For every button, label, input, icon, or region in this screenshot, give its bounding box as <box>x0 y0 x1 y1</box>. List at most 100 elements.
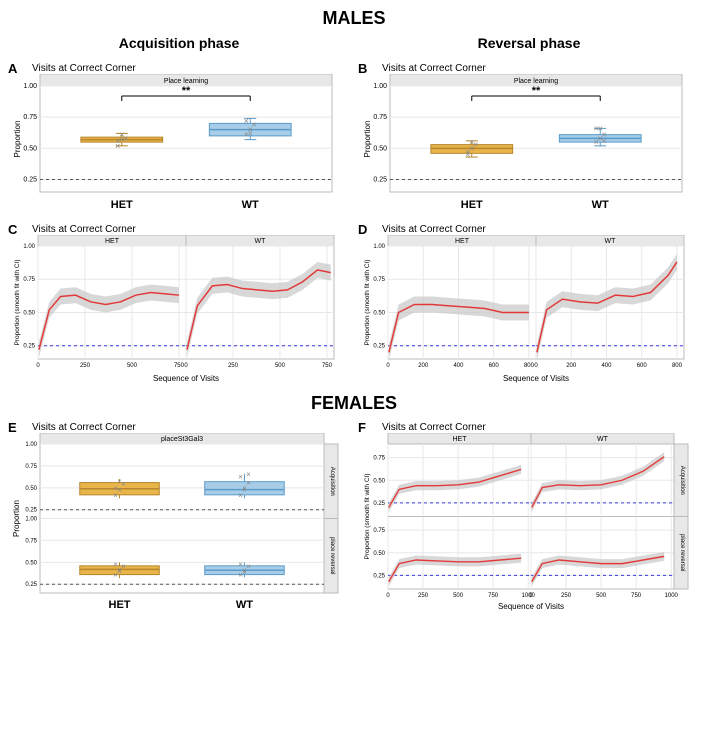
panel-F-chart: HETWT0.250.500.750.250.500.7502505007501… <box>360 433 698 613</box>
svg-text:Proportion (smooth fit with CI: Proportion (smooth fit with CI) <box>364 260 371 346</box>
svg-text:1.00: 1.00 <box>25 442 37 448</box>
svg-text:0.75: 0.75 <box>373 277 385 283</box>
label-C: C <box>8 222 17 237</box>
svg-text:0.50: 0.50 <box>25 560 37 566</box>
svg-text:500: 500 <box>127 363 138 369</box>
label-A: A <box>8 61 17 76</box>
svg-text:250: 250 <box>561 593 572 599</box>
title-E: Visits at Correct Corner <box>32 422 348 433</box>
svg-text:HET: HET <box>105 238 120 245</box>
panel-E-chart: placeSt3Gal3 Acquisition 0.25 0.50 0.75 1.00 ×… <box>10 433 348 613</box>
svg-text:750: 750 <box>631 593 642 599</box>
males-title: MALES <box>4 8 704 29</box>
svg-text:place reversal: place reversal <box>679 534 685 571</box>
svg-text:HET: HET <box>455 238 470 245</box>
svg-text:250: 250 <box>418 593 429 599</box>
svg-text:×: × <box>465 150 470 160</box>
svg-text:×: × <box>244 116 249 126</box>
svg-text:750: 750 <box>322 363 333 369</box>
svg-text:0.25: 0.25 <box>25 508 37 514</box>
svg-text:0.50: 0.50 <box>373 478 385 484</box>
svg-text:0: 0 <box>184 363 188 369</box>
svg-text:**: ** <box>182 85 191 97</box>
svg-text:0.50: 0.50 <box>373 551 385 557</box>
svg-text:0.75: 0.75 <box>25 464 37 470</box>
svg-text:×: × <box>246 479 251 488</box>
svg-text:250: 250 <box>80 363 91 369</box>
svg-text:×: × <box>602 136 607 146</box>
svg-text:0.75: 0.75 <box>373 528 385 534</box>
acq-title: Acquisition phase <box>10 35 348 51</box>
svg-text:Proportion: Proportion <box>12 500 21 537</box>
svg-text:×: × <box>117 567 122 576</box>
svg-text:×: × <box>121 479 126 488</box>
svg-text:0.75: 0.75 <box>23 114 37 121</box>
rev-title: Reversal phase <box>360 35 698 51</box>
svg-text:400: 400 <box>601 363 612 369</box>
svg-text:250: 250 <box>228 363 239 369</box>
svg-text:×: × <box>121 562 126 571</box>
svg-text:placeSt3Gal3: placeSt3Gal3 <box>161 436 203 443</box>
svg-text:Sequence of Visits: Sequence of Visits <box>153 374 219 383</box>
females-title: FEMALES <box>4 393 704 414</box>
svg-text:750: 750 <box>488 593 499 599</box>
svg-text:Place learning: Place learning <box>164 78 208 85</box>
svg-text:0.25: 0.25 <box>373 177 387 184</box>
svg-text:WT: WT <box>597 436 609 443</box>
svg-text:0.25: 0.25 <box>23 177 37 184</box>
svg-text:×: × <box>238 472 243 481</box>
title-A: Visits at Correct Corner <box>32 63 348 74</box>
label-D: D <box>358 222 367 237</box>
svg-text:Acquisition: Acquisition <box>329 467 335 496</box>
svg-text:200: 200 <box>418 363 429 369</box>
svg-text:500: 500 <box>275 363 286 369</box>
panel-B-chart: Place learning0.250.500.751.00Proportion… <box>360 74 698 214</box>
svg-text:0.25: 0.25 <box>25 582 37 588</box>
label-E: E <box>8 420 17 435</box>
svg-text:×: × <box>246 562 251 571</box>
row-AB: A Visits at Correct Corner Place learnin… <box>4 57 704 218</box>
panel-C-chart: HET0250500750WT02505007500.250.500.751.0… <box>10 235 348 385</box>
svg-text:WT: WT <box>605 238 617 245</box>
svg-text:WT: WT <box>242 199 259 211</box>
svg-text:1.00: 1.00 <box>23 83 37 90</box>
svg-text:WT: WT <box>255 238 267 245</box>
svg-text:Place learning: Place learning <box>514 78 558 85</box>
svg-text:0.50: 0.50 <box>23 310 35 316</box>
label-B: B <box>358 61 367 76</box>
svg-text:800: 800 <box>524 363 535 369</box>
svg-text:×: × <box>246 470 251 479</box>
svg-text:0.50: 0.50 <box>23 145 37 152</box>
svg-text:Proportion (smooth fit with CI: Proportion (smooth fit with CI) <box>364 474 371 560</box>
svg-text:place reversal: place reversal <box>329 537 335 574</box>
svg-text:×: × <box>117 477 122 486</box>
row-titles: Acquisition phase Reversal phase <box>4 31 704 57</box>
svg-text:800: 800 <box>672 363 683 369</box>
svg-text:×: × <box>598 123 603 133</box>
svg-text:HET: HET <box>461 199 483 211</box>
svg-text:×: × <box>469 137 474 147</box>
svg-text:0.25: 0.25 <box>23 344 35 350</box>
svg-text:0.75: 0.75 <box>23 277 35 283</box>
svg-text:HET: HET <box>109 599 131 611</box>
svg-text:0: 0 <box>534 363 538 369</box>
svg-text:Sequence of Visits: Sequence of Visits <box>503 374 569 383</box>
svg-text:0.75: 0.75 <box>373 456 385 462</box>
svg-text:×: × <box>119 130 124 140</box>
svg-text:WT: WT <box>592 199 609 211</box>
svg-text:×: × <box>248 128 253 138</box>
row-EF: E Visits at Correct Corner placeSt3Gal3 A… <box>4 416 704 617</box>
svg-text:0.50: 0.50 <box>25 486 37 492</box>
svg-text:0.50: 0.50 <box>373 145 387 152</box>
svg-text:×: × <box>242 568 247 577</box>
row-CD: C Visits at Correct Corner HET 0 250 500 750… <box>4 218 704 389</box>
panel-A-chart: Place learning0.250.500.751.00Proportion… <box>10 74 348 214</box>
svg-text:400: 400 <box>453 363 464 369</box>
svg-text:0: 0 <box>386 363 390 369</box>
svg-text:750: 750 <box>174 363 185 369</box>
title-D: Visits at Correct Corner <box>382 224 698 235</box>
svg-text:**: ** <box>532 85 541 97</box>
svg-text:600: 600 <box>637 363 648 369</box>
svg-text:1000: 1000 <box>665 593 679 599</box>
svg-text:0.75: 0.75 <box>373 114 387 121</box>
